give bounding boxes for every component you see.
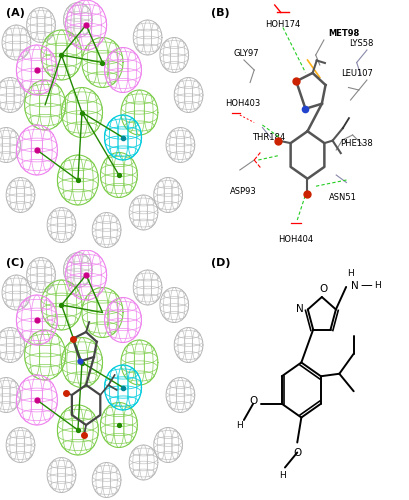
Text: HOH404: HOH404: [277, 235, 312, 244]
Text: THR184: THR184: [252, 132, 285, 141]
Text: H: H: [374, 281, 380, 290]
Text: ASP93: ASP93: [229, 188, 256, 196]
Text: O: O: [248, 396, 256, 406]
Text: LYS58: LYS58: [348, 38, 372, 48]
Text: (D): (D): [211, 258, 230, 268]
Text: MET98: MET98: [327, 28, 358, 38]
Text: (A): (A): [6, 8, 25, 18]
Text: N: N: [351, 280, 358, 290]
Text: O: O: [319, 284, 327, 294]
Text: LEU107: LEU107: [340, 68, 372, 78]
Text: GLY97: GLY97: [233, 48, 258, 58]
Text: H: H: [236, 420, 243, 430]
Text: ASN51: ASN51: [328, 192, 356, 202]
Text: PHE138: PHE138: [339, 138, 372, 147]
Text: (B): (B): [211, 8, 229, 18]
Text: H: H: [279, 470, 285, 480]
Text: —: —: [360, 279, 372, 292]
Text: HOH403: HOH403: [225, 98, 260, 108]
Text: N: N: [295, 304, 303, 314]
Text: H: H: [346, 268, 353, 278]
Text: HOH174: HOH174: [265, 20, 300, 29]
Text: O: O: [292, 448, 301, 458]
Text: (C): (C): [6, 258, 25, 268]
